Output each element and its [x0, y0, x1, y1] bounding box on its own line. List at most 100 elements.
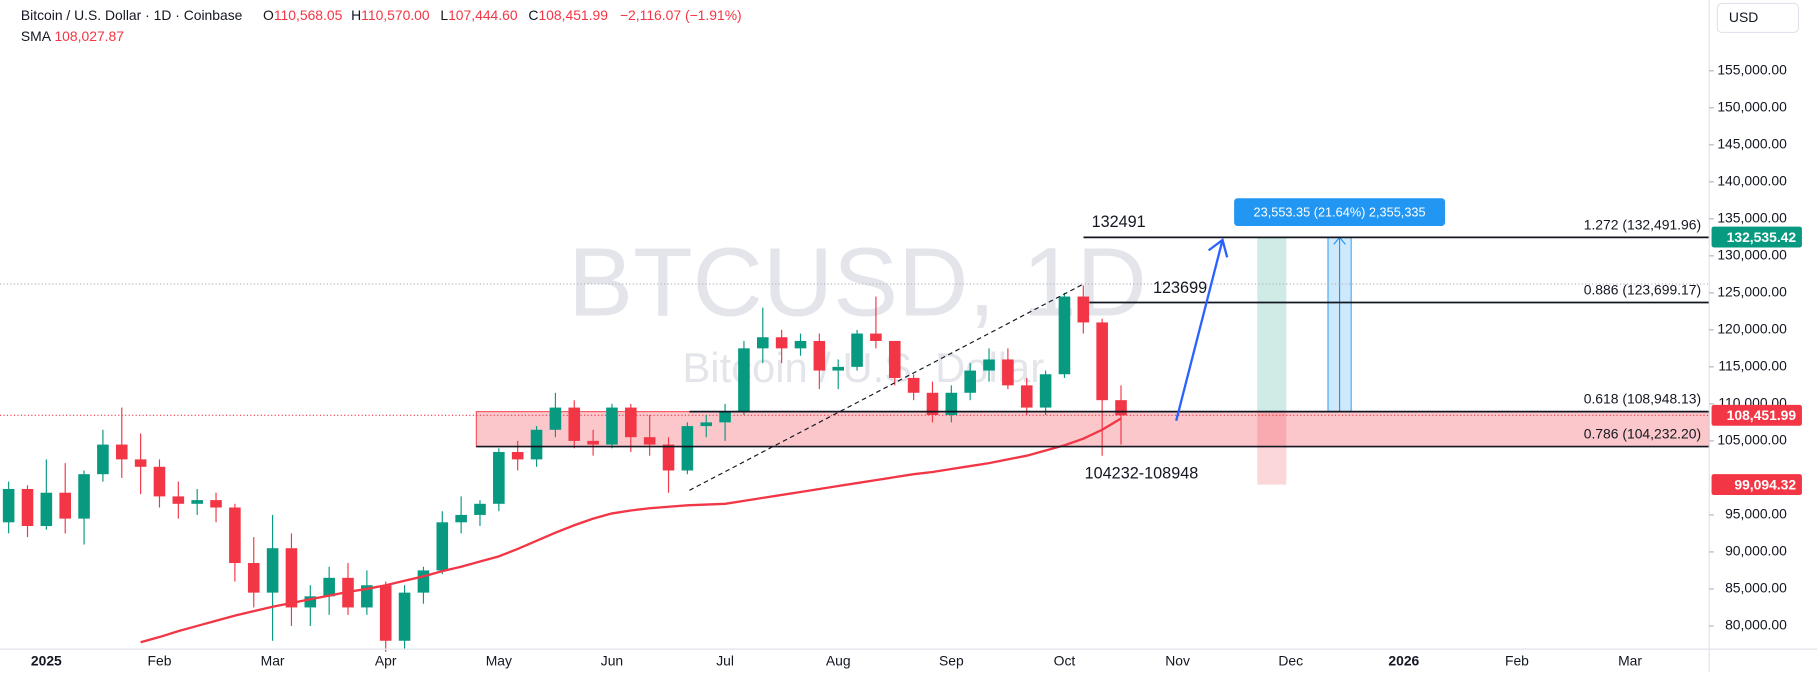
support-zone [475, 411, 1710, 448]
candle-body [1002, 359, 1014, 386]
price-tag [1711, 474, 1802, 496]
candle-body [643, 437, 656, 445]
candle-body [436, 522, 449, 571]
candle-body [2, 488, 15, 523]
price-tag-label: 132,535.42 [1727, 229, 1797, 245]
candle-body [285, 548, 298, 608]
candle-body [493, 451, 505, 504]
measure-label-text: 23,553.35 (21.64%) 2,355,335 [1254, 205, 1426, 220]
sma-legend: SMA 108,027.87 [21, 28, 124, 44]
y-tick-label: 140,000.00 [1717, 172, 1787, 188]
candle-body [738, 348, 750, 412]
sma-value: 108,027.87 [54, 28, 124, 44]
x-tick-label: Oct [1054, 653, 1076, 669]
currency-button-text[interactable]: USD [1729, 9, 1758, 25]
legend-header: Bitcoin / U.S. Dollar · 1D · Coinbase O1… [21, 7, 742, 23]
x-tick-label: 2025 [31, 653, 62, 669]
stop-box [1257, 411, 1287, 485]
x-tick-label: Mar [261, 653, 285, 669]
x-tick-label: Sep [939, 653, 964, 669]
candle-body [134, 459, 147, 467]
candle-body [1115, 400, 1127, 416]
y-tick-label: 105,000.00 [1717, 432, 1787, 448]
candle-body [945, 392, 958, 415]
annotation: 123699 [1153, 279, 1207, 297]
fib-level-label: 1.272 (132,491.96) [1584, 216, 1701, 232]
candle-body [964, 370, 976, 393]
candle-body [549, 407, 562, 430]
trend-dashed-line [689, 283, 1084, 491]
candle-body [78, 474, 90, 519]
y-tick-label: 130,000.00 [1717, 246, 1787, 262]
y-tick-label: 155,000.00 [1717, 61, 1787, 77]
candle-body [832, 366, 845, 371]
candle-body [417, 570, 430, 593]
o-label: O [263, 7, 274, 23]
target-box [1257, 237, 1287, 412]
x-tick-label: Jul [716, 653, 734, 669]
measure-label-box [1234, 198, 1446, 227]
x-tick-label: Nov [1165, 653, 1190, 669]
y-tick-label: 135,000.00 [1717, 209, 1787, 225]
annotation: 104232-108948 [1085, 464, 1199, 482]
candle-body [379, 585, 392, 641]
price-tag-label: 108,451.99 [1727, 407, 1797, 423]
candle-body [700, 422, 713, 427]
watermark-symbol: BTCUSD, 1D [568, 227, 1147, 336]
projection-arrow [1175, 237, 1229, 422]
candle-body [625, 407, 637, 438]
y-tick-label: 115,000.00 [1718, 358, 1787, 374]
candle-body [361, 585, 373, 608]
candle-body [1020, 385, 1033, 408]
l-value: 107,444.60 [448, 7, 518, 23]
price-tag [1711, 226, 1802, 248]
price-tag [1711, 404, 1802, 426]
o-value: 110,568.05 [274, 7, 343, 23]
candle-body [172, 496, 185, 504]
candle-body [304, 596, 317, 608]
x-tick-label: Jun [601, 653, 623, 669]
candle-body [511, 451, 524, 460]
h-label: H [351, 7, 361, 23]
fib-level-label: 0.886 (123,699.17) [1584, 282, 1701, 298]
candle-body [568, 407, 581, 441]
x-tick-label: 2026 [1388, 653, 1419, 669]
y-tick-label: 95,000.00 [1725, 506, 1787, 522]
measure-label: 23,553.35 (21.64%) 2,355,335 [1234, 198, 1446, 227]
candle-body [115, 444, 128, 460]
candle-body [888, 340, 901, 378]
candle-body [813, 340, 826, 371]
y-tick-label: 150,000.00 [1717, 98, 1787, 114]
x-tick-label: Aug [826, 653, 851, 669]
candle-body [719, 411, 731, 423]
sma-line [140, 417, 1122, 644]
candle-body [229, 507, 241, 564]
candle-body [870, 333, 882, 341]
candle-body [587, 440, 599, 445]
x-tick-label: Feb [1505, 653, 1529, 669]
candle-body [97, 444, 109, 475]
candle-body [21, 488, 34, 527]
x-tick-label: May [486, 653, 512, 669]
currency-button[interactable]: USD [1716, 2, 1800, 34]
candle-body [907, 377, 920, 393]
candle-body [530, 429, 543, 460]
price-tag-label: 99,094.32 [1734, 476, 1796, 492]
candle-body [775, 337, 788, 349]
fib-level-label: 0.618 (108,948.13) [1584, 391, 1701, 407]
y-tick-label: 120,000.00 [1717, 321, 1787, 337]
y-tick-label: 80,000.00 [1725, 617, 1787, 633]
candle-body [606, 407, 618, 445]
candle-body [474, 503, 486, 515]
candle-body [153, 466, 166, 497]
candle-body [851, 333, 863, 367]
candle-body [681, 426, 694, 471]
y-tick-label: 90,000.00 [1725, 543, 1787, 559]
candle-body [323, 577, 335, 597]
candle-body [1039, 374, 1052, 408]
candle-body [926, 392, 939, 415]
candle-body [1077, 296, 1090, 323]
y-tick-label: 85,000.00 [1725, 580, 1787, 596]
currency-button-box[interactable] [1716, 2, 1800, 34]
